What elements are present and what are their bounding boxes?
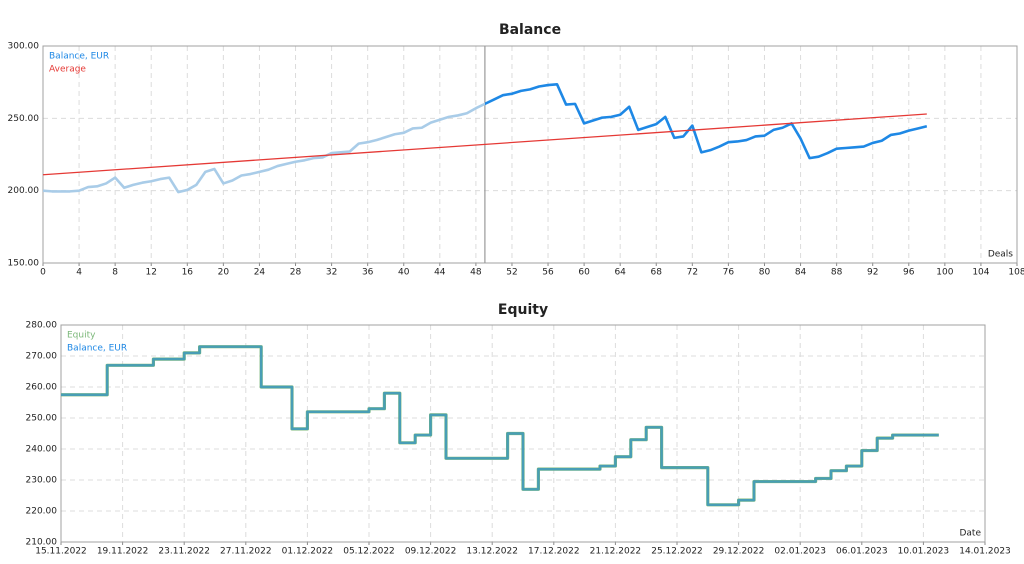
x-tick-label: 40 bbox=[398, 268, 410, 278]
x-tick-label: 0 bbox=[40, 268, 46, 278]
y-tick-label: 200.00 bbox=[8, 186, 40, 196]
x-tick-label: 104 bbox=[972, 268, 989, 278]
x-tick-label: 13.12.2022 bbox=[466, 547, 518, 557]
x-tick-label: 64 bbox=[614, 268, 626, 278]
chart-title: Balance bbox=[499, 22, 561, 38]
x-tick-label: 76 bbox=[723, 268, 735, 278]
x-tick-label: 88 bbox=[831, 268, 843, 278]
x-tick-label: 19.11.2022 bbox=[97, 547, 149, 557]
x-tick-label: 56 bbox=[542, 268, 554, 278]
series-line bbox=[61, 345, 939, 506]
x-tick-label: 28 bbox=[290, 268, 302, 278]
x-tick-label: 05.12.2022 bbox=[343, 547, 395, 557]
x-tick-label: 01.12.2022 bbox=[282, 547, 334, 557]
x-tick-label: 68 bbox=[651, 268, 663, 278]
x-tick-label: 15.11.2022 bbox=[35, 547, 87, 557]
x-tick-label: 23.11.2022 bbox=[158, 547, 210, 557]
x-tick-label: 4 bbox=[76, 268, 82, 278]
x-tick-label: 108 bbox=[1008, 268, 1024, 278]
plot-frame bbox=[42, 45, 1018, 264]
y-tick-label: 220.00 bbox=[26, 507, 58, 517]
legend-entry: Average bbox=[49, 65, 86, 75]
x-axis-label: Date bbox=[959, 529, 981, 539]
x-tick-label: 25.12.2022 bbox=[651, 547, 703, 557]
x-tick-label: 84 bbox=[795, 268, 807, 278]
y-tick-label: 150.00 bbox=[8, 259, 40, 269]
x-tick-label: 92 bbox=[867, 268, 878, 278]
series-line bbox=[42, 83, 928, 194]
y-tick-label: 280.00 bbox=[26, 321, 58, 331]
x-tick-label: 36 bbox=[362, 268, 374, 278]
y-tick-label: 250.00 bbox=[8, 114, 40, 124]
x-tick-label: 09.12.2022 bbox=[405, 547, 457, 557]
plot-frame bbox=[60, 324, 986, 543]
x-tick-label: 20 bbox=[218, 268, 230, 278]
x-tick-label: 21.12.2022 bbox=[590, 547, 642, 557]
x-tick-label: 14.01.2023 bbox=[959, 547, 1011, 557]
y-tick-label: 270.00 bbox=[26, 352, 58, 362]
x-tick-label: 72 bbox=[687, 268, 698, 278]
x-tick-label: 96 bbox=[903, 268, 915, 278]
x-tick-label: 44 bbox=[434, 268, 446, 278]
x-tick-label: 32 bbox=[326, 268, 337, 278]
x-tick-label: 8 bbox=[112, 268, 118, 278]
legend-entry: Balance, EUR bbox=[67, 344, 127, 354]
x-tick-label: 60 bbox=[578, 268, 590, 278]
x-tick-label: 24 bbox=[254, 268, 266, 278]
y-tick-label: 300.00 bbox=[8, 42, 40, 52]
chart-title: Equity bbox=[498, 302, 548, 318]
y-tick-label: 230.00 bbox=[26, 476, 58, 486]
x-axis-label: Deals bbox=[988, 250, 1013, 260]
x-tick-label: 27.11.2022 bbox=[220, 547, 272, 557]
y-tick-label: 260.00 bbox=[26, 383, 58, 393]
x-tick-label: 17.12.2022 bbox=[528, 547, 580, 557]
legend-entry: Equity bbox=[67, 331, 96, 341]
x-tick-label: 16 bbox=[182, 268, 194, 278]
x-tick-label: 48 bbox=[470, 268, 482, 278]
x-tick-label: 10.01.2023 bbox=[898, 547, 950, 557]
y-tick-label: 210.00 bbox=[26, 538, 58, 548]
legend-entry: Balance, EUR bbox=[49, 52, 109, 62]
x-tick-label: 52 bbox=[506, 268, 517, 278]
x-tick-label: 100 bbox=[936, 268, 953, 278]
x-tick-label: 29.12.2022 bbox=[713, 547, 765, 557]
x-tick-label: 12 bbox=[145, 268, 156, 278]
x-tick-label: 02.01.2023 bbox=[774, 547, 826, 557]
x-tick-label: 06.01.2023 bbox=[836, 547, 888, 557]
y-tick-label: 240.00 bbox=[26, 445, 58, 455]
x-tick-label: 80 bbox=[759, 268, 771, 278]
y-tick-label: 250.00 bbox=[26, 414, 58, 424]
series-line bbox=[42, 113, 927, 176]
